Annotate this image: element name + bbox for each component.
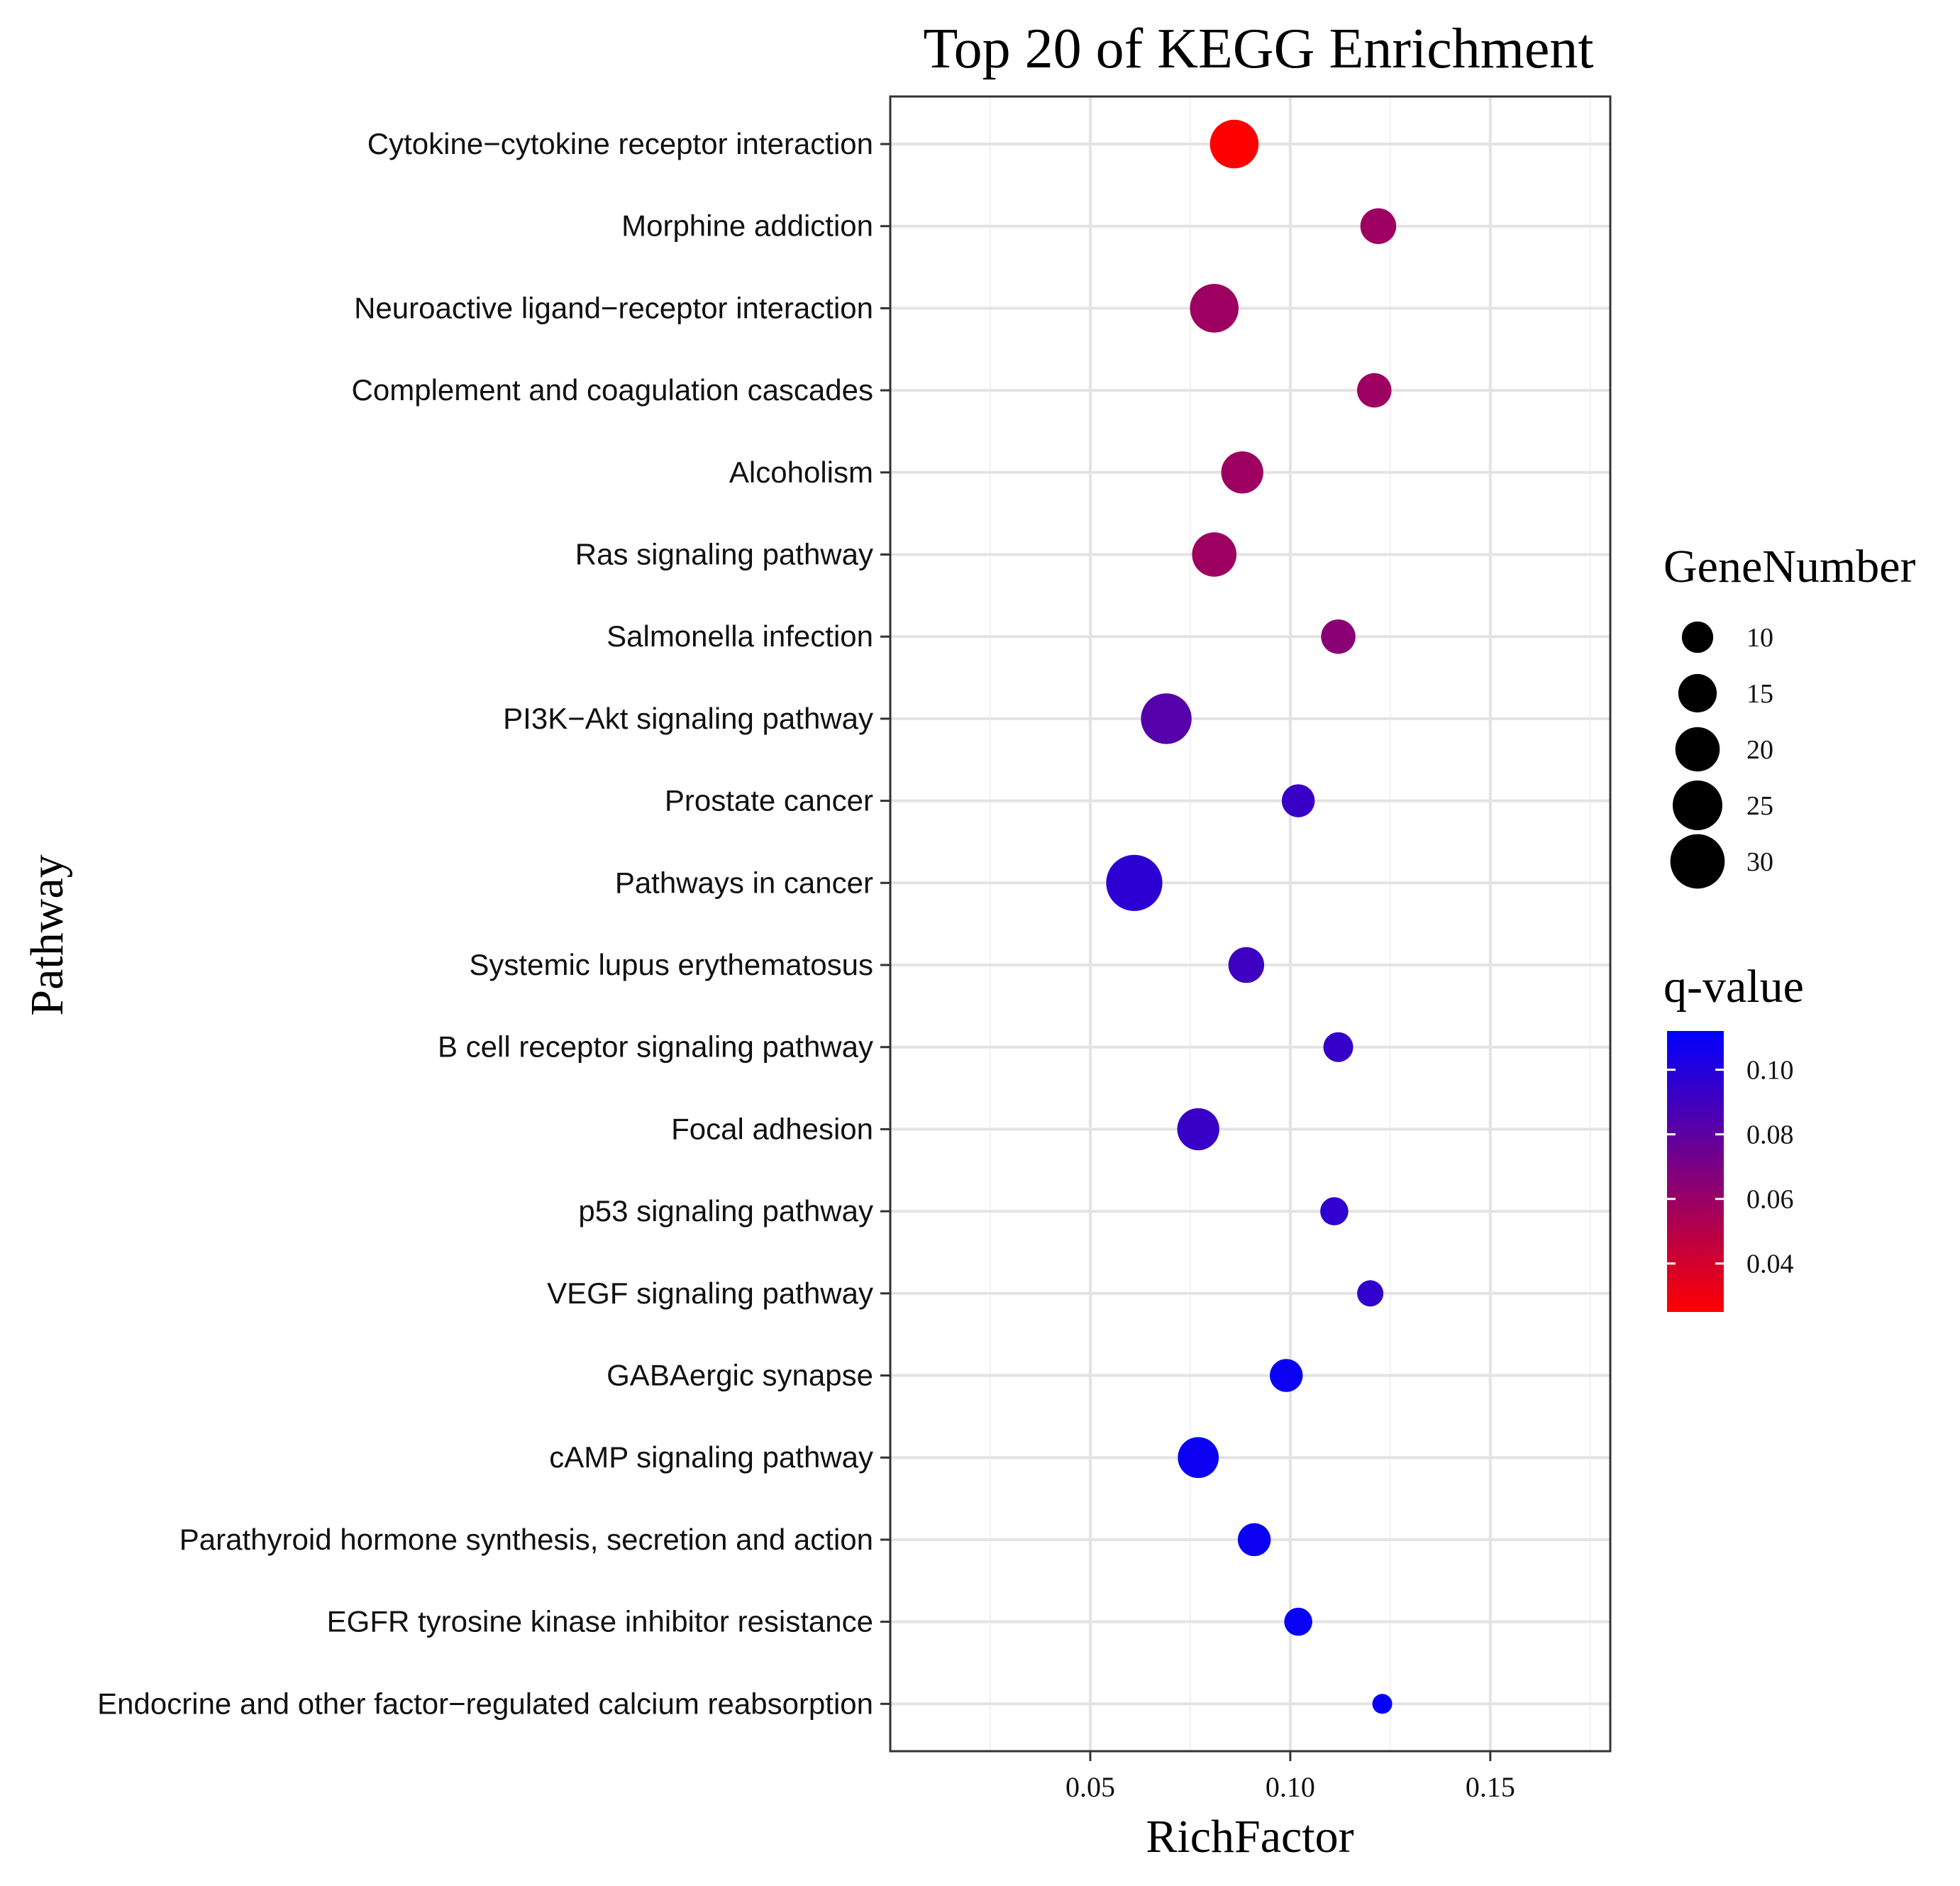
panel-border: [889, 95, 1612, 1753]
data-point: [1209, 119, 1259, 169]
y-tick-label: Prostate cancer: [665, 784, 873, 817]
data-point: [1357, 373, 1392, 408]
data-point: [1192, 532, 1237, 577]
y-tick-label: Salmonella infection: [607, 619, 873, 653]
y-tick-label: Parathyroid hormone synthesis, secretion…: [179, 1523, 873, 1556]
size-legend-dot: [1670, 834, 1725, 889]
data-point: [1190, 284, 1239, 333]
x-tick-label: 0.15: [1466, 1771, 1515, 1803]
data-point: [1323, 1032, 1353, 1062]
colorbar-label: 0.04: [1746, 1250, 1794, 1279]
colorbar-label: 0.10: [1746, 1056, 1794, 1086]
data-point: [1221, 451, 1263, 494]
y-tick-label: Endocrine and other factor−regulated cal…: [97, 1687, 873, 1720]
y-tick-label: Pathways in cancer: [615, 866, 873, 899]
data-point: [1281, 784, 1315, 817]
x-axis-label: RichFactor: [1146, 1811, 1353, 1863]
colorbar-label: 0.06: [1746, 1185, 1794, 1215]
y-tick-label: VEGF signaling pathway: [547, 1276, 873, 1310]
data-point: [1177, 1108, 1219, 1151]
size-legend-label: 25: [1746, 791, 1773, 821]
data-point: [1228, 947, 1265, 983]
size-legend-label: 15: [1746, 679, 1773, 709]
q-value-colorbar: [1667, 1031, 1724, 1312]
y-axis-ticks: Cytokine−cytokine receptor interaction Mo…: [97, 127, 890, 1720]
chart-title: Top 20 of KEGG Enrichment: [923, 18, 1593, 80]
data-point: [1320, 1197, 1349, 1225]
data-point: [1270, 1359, 1303, 1392]
y-tick-label: p53 signaling pathway: [578, 1194, 873, 1228]
data-point: [1360, 208, 1397, 244]
y-tick-label: Focal adhesion: [671, 1112, 873, 1145]
y-tick-label: Ras signaling pathway: [575, 538, 873, 571]
colorbar-label: 0.08: [1746, 1120, 1794, 1150]
y-tick-label: Neuroactive ligand−receptor interaction: [354, 291, 873, 324]
size-legend-dot: [1678, 673, 1717, 713]
y-tick-label: Cytokine−cytokine receptor interaction: [367, 127, 873, 160]
data-point: [1178, 1437, 1219, 1479]
data-points: [1106, 119, 1397, 1714]
y-tick-label: PI3K−Akt signaling pathway: [503, 702, 873, 735]
y-tick-label: B cell receptor signaling pathway: [438, 1030, 873, 1064]
size-legend-dot: [1673, 781, 1722, 830]
data-point: [1357, 1280, 1384, 1307]
y-tick-label: GABAergic synapse: [607, 1359, 873, 1392]
color-legend-title: q-value: [1663, 961, 1804, 1013]
color-legend: q-value 0.04 0.06 0.08 0.10: [1663, 961, 1804, 1312]
data-point: [1284, 1607, 1312, 1636]
y-tick-label: Complement and coagulation cascades: [352, 373, 873, 407]
size-legend-label: 10: [1746, 623, 1773, 653]
data-point: [1237, 1523, 1271, 1557]
x-axis-ticks: 0.05 0.10 0.15: [1065, 1751, 1515, 1803]
x-tick-label: 0.05: [1065, 1771, 1115, 1803]
size-legend-label: 30: [1746, 847, 1773, 877]
x-tick-label: 0.10: [1266, 1771, 1315, 1803]
y-tick-label: Systemic lupus erythematosus: [469, 948, 873, 981]
data-point: [1106, 854, 1163, 911]
size-legend-title: GeneNumber: [1663, 541, 1916, 592]
plot-panel: [890, 96, 1610, 1751]
data-point: [1372, 1694, 1393, 1714]
size-legend: GeneNumber 10 15 20 25 30: [1663, 541, 1916, 889]
size-legend-dot: [1681, 621, 1714, 654]
size-legend-dot: [1675, 727, 1720, 772]
y-tick-label: Morphine addiction: [621, 209, 873, 243]
data-point: [1141, 693, 1192, 744]
data-point: [1321, 619, 1356, 654]
y-tick-label: Alcoholism: [729, 456, 873, 489]
y-tick-label: EGFR tyrosine kinase inhibitor resistanc…: [327, 1605, 873, 1638]
y-axis-label: Pathway: [21, 854, 73, 1015]
y-tick-label: cAMP signaling pathway: [549, 1440, 873, 1474]
size-legend-label: 20: [1746, 735, 1773, 765]
